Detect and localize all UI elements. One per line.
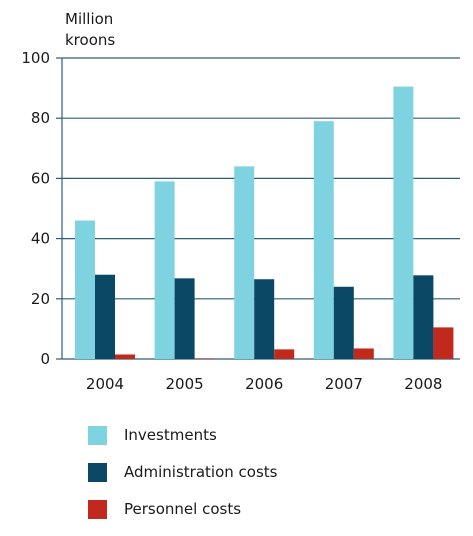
x-tick-label: 2005 xyxy=(166,375,204,393)
y-tick-label: 60 xyxy=(31,169,50,187)
bar-personnel-costs-2007 xyxy=(353,348,374,359)
y-tick-label: 80 xyxy=(31,109,50,127)
bar-investments-2007 xyxy=(313,121,334,360)
legend-label-investments: Investments xyxy=(124,426,217,444)
legend: Investments Administration costs Personn… xyxy=(88,425,277,536)
bar-administration-costs-2005 xyxy=(174,278,195,359)
bar-investments-2006 xyxy=(234,166,255,359)
x-tick-label: 2008 xyxy=(404,375,442,393)
bar-investments-2005 xyxy=(154,181,175,359)
legend-swatch-administration-costs xyxy=(88,462,107,482)
x-tick-label: 2007 xyxy=(325,375,363,393)
bar-administration-costs-2004 xyxy=(95,274,115,359)
x-axis-labels: 2004 2005 2006 2007 2008 xyxy=(86,375,443,393)
legend-label-administration-costs: Administration costs xyxy=(124,463,278,481)
legend-item-personnel-costs: Personnel costs xyxy=(88,499,277,519)
bar-investments-2008 xyxy=(393,86,414,359)
y-unit-label-line2: kroons xyxy=(65,31,115,49)
bar-administration-costs-2007 xyxy=(333,286,354,359)
y-tick-label: 100 xyxy=(21,49,50,67)
bar-personnel-costs-2005 xyxy=(194,358,215,359)
y-tick-label: 20 xyxy=(31,290,50,308)
bar-investments-2004 xyxy=(75,220,95,359)
y-axis: 0 20 40 60 80 100 xyxy=(21,49,63,368)
legend-item-investments: Investments xyxy=(88,425,277,445)
x-tick-label: 2006 xyxy=(245,375,283,393)
y-tick-label: 40 xyxy=(31,230,50,248)
bar-chart: 0 20 40 60 80 100 2004 2005 2006 2007 2008 Millio… xyxy=(21,10,460,393)
legend-swatch-personnel-costs xyxy=(88,499,107,519)
bar-personnel-costs-2008 xyxy=(433,327,454,359)
legend-label-personnel-costs: Personnel costs xyxy=(124,500,242,518)
x-tick-label: 2004 xyxy=(86,375,124,393)
bars xyxy=(75,86,454,360)
bar-administration-costs-2008 xyxy=(413,275,434,359)
y-tick-label: 0 xyxy=(40,350,50,368)
bar-personnel-costs-2004 xyxy=(115,354,135,359)
legend-item-administration-costs: Administration costs xyxy=(88,462,277,482)
bar-personnel-costs-2006 xyxy=(274,349,295,359)
legend-swatch-investments xyxy=(88,425,107,445)
y-unit-label-line1: Million xyxy=(65,10,113,28)
bar-administration-costs-2006 xyxy=(254,279,275,359)
